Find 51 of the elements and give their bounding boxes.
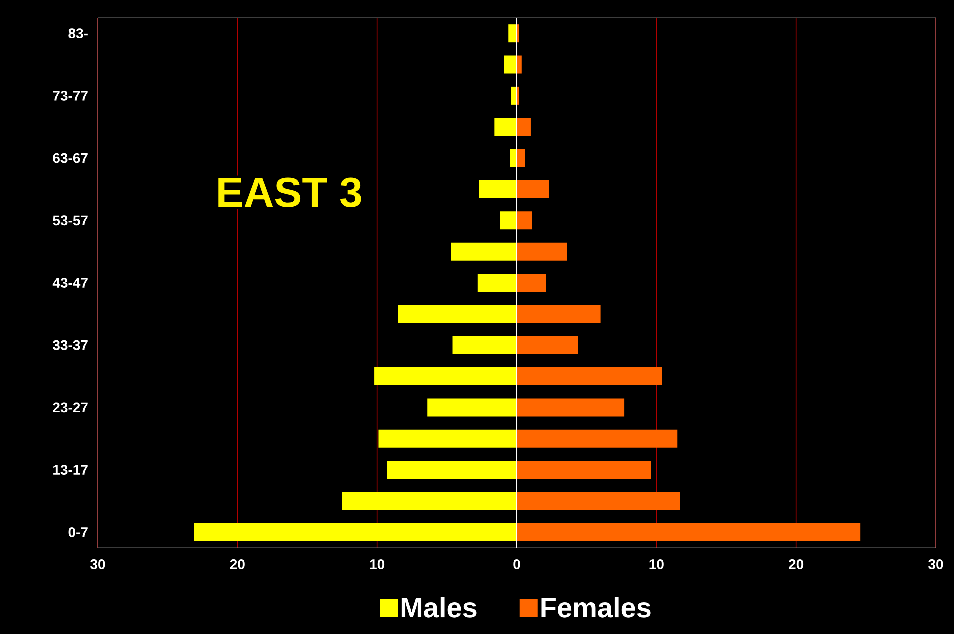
bar	[517, 212, 532, 230]
bar	[428, 398, 518, 417]
x-tick-label: 10	[650, 560, 664, 570]
bar	[517, 149, 526, 168]
text: EAST 3	[218, 178, 362, 208]
bar	[517, 523, 861, 542]
bar	[517, 242, 568, 261]
y-tick-label: 53-57	[53, 216, 88, 226]
bar	[510, 149, 518, 168]
x-tick-label: 30	[90, 560, 106, 570]
bar	[194, 523, 518, 542]
bar	[478, 274, 518, 292]
bar	[517, 56, 522, 74]
bar	[508, 24, 518, 43]
bar	[494, 118, 518, 136]
x-tick-label: 30	[928, 560, 944, 570]
bar	[517, 336, 578, 354]
x-tick-label: 0	[514, 560, 520, 570]
y-tick-label: 83-	[68, 28, 88, 39]
bar	[398, 305, 518, 324]
legend-label: Females	[542, 597, 651, 618]
y-tick-label: 73-77	[53, 90, 88, 101]
bar	[517, 180, 550, 198]
bar	[504, 56, 518, 74]
x-tick-label: 10	[370, 560, 385, 570]
bar	[517, 430, 678, 448]
x-tick-label: 20	[230, 560, 245, 570]
bar	[452, 336, 518, 354]
y-tick-label: 23-27	[53, 402, 88, 413]
bar	[479, 180, 518, 198]
bar	[517, 398, 625, 417]
y-tick-label: 63-67	[53, 153, 88, 164]
x-tick-label: 20	[789, 560, 804, 570]
legend-label: Males	[402, 597, 477, 618]
bar	[342, 492, 518, 510]
bar	[387, 461, 518, 480]
y-tick-label: 33-37	[53, 340, 88, 350]
bar	[517, 118, 531, 136]
bar	[451, 242, 518, 261]
bar	[517, 274, 546, 292]
y-tick-label: 13-17	[54, 465, 88, 476]
y-tick-label: 43-47	[52, 278, 88, 288]
bar	[511, 86, 518, 105]
bar	[517, 368, 662, 386]
bar	[500, 212, 518, 230]
bar	[517, 461, 652, 480]
bar	[374, 368, 518, 386]
bar	[517, 305, 601, 324]
bar	[517, 492, 680, 510]
bar	[378, 430, 518, 448]
y-tick-label: 0-7	[68, 527, 88, 538]
